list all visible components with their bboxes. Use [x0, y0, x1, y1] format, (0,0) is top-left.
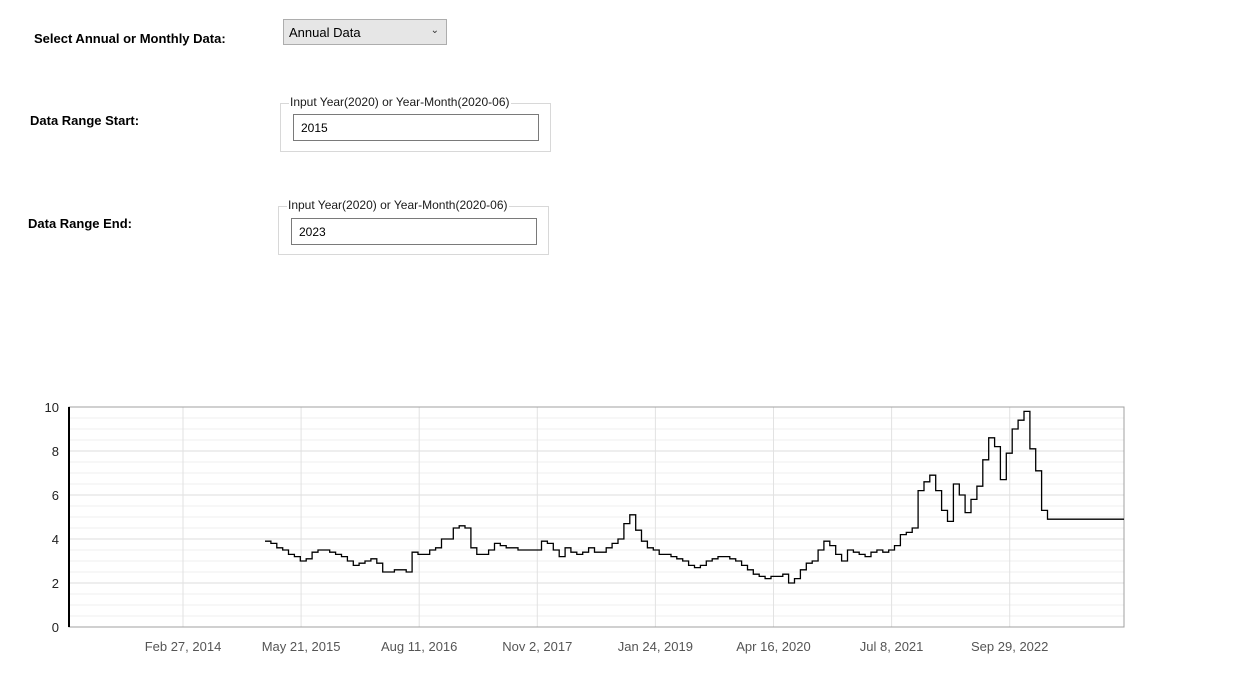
- end-label: Data Range End:: [28, 216, 133, 231]
- end-input[interactable]: [291, 218, 537, 245]
- end-group-legend: Input Year(2020) or Year-Month(2020-06): [287, 198, 509, 212]
- x-tick-label: Jul 8, 2021: [860, 639, 924, 654]
- chevron-down-icon[interactable]: ⌄: [430, 25, 439, 36]
- start-group-legend: Input Year(2020) or Year-Month(2020-06): [289, 95, 511, 109]
- x-tick-label: Sep 29, 2022: [971, 639, 1048, 654]
- x-tick-label: May 21, 2015: [262, 639, 341, 654]
- series-line: [265, 410, 1124, 584]
- x-tick-label: Nov 2, 2017: [502, 639, 572, 654]
- line-chart: Feb 27, 2014 May 21, 2015 Aug 11, 2016 Nov …: [45, 400, 1125, 654]
- end-input-group: Input Year(2020) or Year-Month(2020-06): [278, 198, 549, 255]
- start-input-group: Input Year(2020) or Year-Month(2020-06): [280, 95, 551, 152]
- y-tick-label: 6: [52, 488, 59, 503]
- mode-label: Select Annual or Monthly Data:: [34, 31, 226, 46]
- y-tick-label: 10: [45, 400, 59, 415]
- x-tick-label: Jan 24, 2019: [618, 639, 693, 654]
- y-tick-label: 0: [52, 620, 59, 635]
- x-tick-label: Feb 27, 2014: [145, 639, 222, 654]
- start-label: Data Range Start:: [30, 113, 140, 128]
- y-tick-label: 8: [52, 444, 59, 459]
- y-tick-label: 4: [52, 532, 59, 547]
- y-tick-label: 2: [52, 576, 59, 591]
- start-input[interactable]: [293, 114, 539, 141]
- data-mode-select-value: Annual Data: [289, 25, 361, 40]
- data-mode-select[interactable]: Annual Data ⌄: [283, 19, 447, 45]
- x-tick-label: Aug 11, 2016: [381, 639, 457, 654]
- x-tick-label: Apr 16, 2020: [736, 639, 810, 654]
